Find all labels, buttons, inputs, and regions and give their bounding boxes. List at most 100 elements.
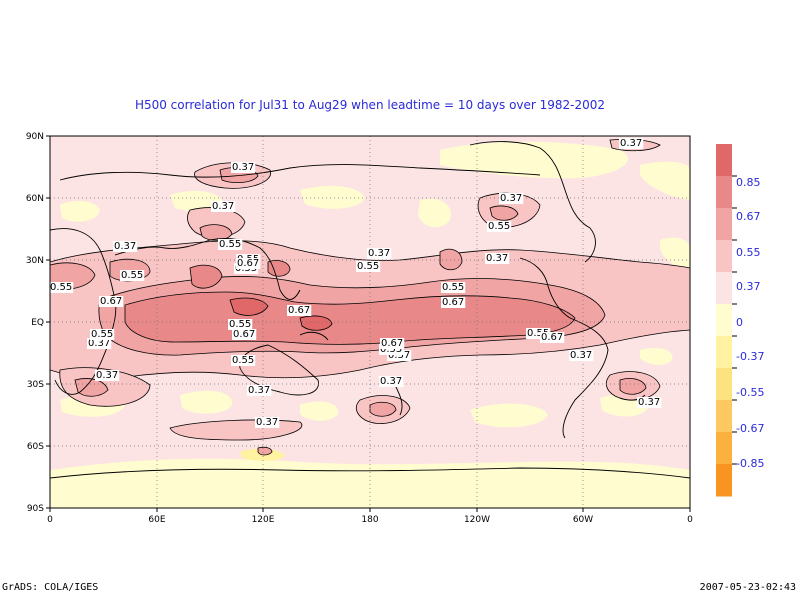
contour-label: 0.67 [237,258,259,269]
contour-label: 0.67 [381,338,403,349]
lat-label: 60S [27,442,44,452]
contour-label: 0.67 [233,329,255,340]
contour-label: 0.37 [96,370,118,381]
contour-label: 0.37 [232,162,254,173]
contour-label-bg [87,338,112,349]
contour-label: 0.67 [100,296,122,307]
footer-credit: GrADS: COLA/IGES [2,582,99,593]
contour-label: 0.55 [91,329,113,340]
contour-label: 0.55 [50,282,72,293]
contour-label-bg [499,193,524,204]
contour-label: 0.55 [219,239,241,250]
contour-label: 0.55 [488,221,510,232]
colorbar-swatch [716,272,732,305]
contour-label: 0.55 [380,344,402,355]
contour-label-bg [231,355,256,366]
colorbar-label: 0 [736,316,743,329]
map-title: H500 correlation for Jul31 to Aug29 when… [134,98,606,112]
lat-label: 90S [27,504,44,514]
contour-label-bg [367,248,392,259]
contour-label-bg [356,261,381,272]
contour-label: 0.37 [88,338,110,349]
contour-label-bg [379,376,404,387]
colorbar-swatch [716,336,732,369]
lon-label: 180 [361,515,378,525]
contour-label: 0.67 [541,332,563,343]
lon-label: 60W [573,515,593,525]
contour-label: 0.67 [288,305,310,316]
contour-label: 0.37 [486,253,508,264]
contour-label-bg [441,282,466,293]
colorbar-label: 0.37 [736,280,761,293]
level-085 [229,297,333,331]
contour-label: 0.37 [380,376,402,387]
lat-label: 90N [26,132,44,142]
colorbar-label: -0.67 [736,422,764,435]
colorbar-label: 0.67 [736,210,761,223]
contour-label-bg [255,417,280,428]
contour-label-bg [236,258,261,269]
colorbar-labels: 0.85 0.67 0.55 0.37 0 -0.37 -0.55 -0.67 … [736,176,764,470]
contour-label-bg [379,344,404,355]
contour-label-bg [387,350,412,361]
lon-ticks [49,508,691,512]
colorbar-swatch [716,240,732,273]
colorbar-label: -0.85 [736,457,764,470]
contour-label-bg [232,329,257,340]
colorbar-swatch [716,304,732,337]
coastlines [50,141,690,479]
contour-label-bg [485,253,510,264]
lon-label: 120E [252,515,275,525]
contour-label-bg [90,329,115,340]
contour-labels: 0.37 0.37 0.37 0.37 0.37 0.37 0.37 0.37 … [50,138,662,428]
contour-label-bg [113,241,138,252]
contour-label-bg [487,221,512,232]
lat-labels: 90N 60N 30N EQ 30S 60S 90S [26,132,44,514]
lon-label: 120W [464,515,490,525]
lon-label: 60E [148,515,165,525]
contour-label-bg [50,282,74,293]
lat-label: EQ [31,318,44,328]
map-field: 0.37 0.37 0.37 0.37 0.37 0.37 0.37 0.37 … [50,136,690,508]
lat-label: 30N [26,256,44,266]
contour-label: 0.37 [256,417,278,428]
contour-label-bg [231,162,256,173]
contour-label-bg [380,338,405,349]
lat-ticks [46,135,50,509]
contour-label: 0.37 [368,248,390,259]
contour-label-bg [218,239,243,250]
contour-label-bg [569,350,594,361]
contour-label: 0.67 [442,297,464,308]
colorbar-swatch [716,464,732,497]
colorbar-swatch [716,400,732,433]
colorbar-swatch [716,368,732,401]
colorbar-swatch [716,432,732,465]
colorbar-label: -0.55 [736,386,764,399]
contour-label-bg [441,297,466,308]
lat-label: 30S [27,380,44,390]
lon-label: 0 [687,515,693,525]
contour-label-bg [526,328,551,339]
colorbar-label: 0.85 [736,176,761,189]
contour-label-bg [619,138,644,149]
contour-label-bg [287,305,312,316]
contour-label-bg [99,296,124,307]
colorbar-label: -0.37 [736,350,764,363]
contour-label: 0.37 [500,193,522,204]
contour-label-bg [637,397,662,408]
contour-label: 0.37 [620,138,642,149]
contour-label: 0.37 [570,350,592,361]
contour-label: 0.37 [638,397,660,408]
contour-label: 0.55 [357,261,379,272]
colorbar [716,144,737,497]
contour-label: 0.55 [442,282,464,293]
contour-label: 0.37 [388,350,410,361]
colorbar-swatch [716,176,732,209]
contour-label: 0.37 [114,241,136,252]
contour-label-bg [247,385,272,396]
colorbar-label: 0.55 [736,246,761,259]
negative-patches [50,141,690,508]
graticule [50,136,690,508]
contour-label: 0.55 [527,328,549,339]
